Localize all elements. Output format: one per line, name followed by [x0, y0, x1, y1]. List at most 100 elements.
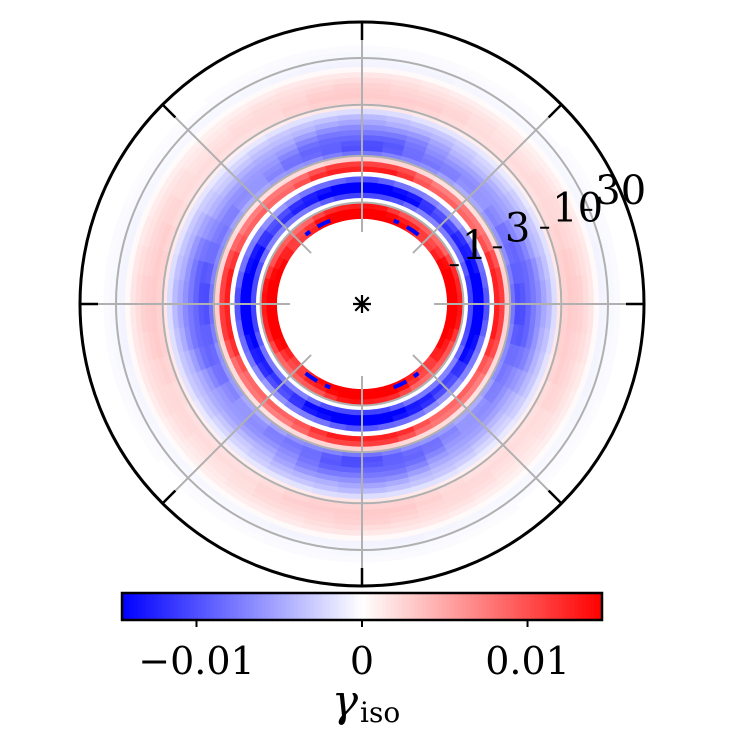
colorbar-segment — [486, 593, 491, 620]
heat-cell — [585, 241, 598, 274]
heat-cell — [162, 355, 178, 385]
heat-cell — [362, 549, 397, 558]
heat-cell — [540, 381, 558, 410]
heat-cell — [483, 379, 501, 401]
heat-cell — [436, 368, 452, 384]
heat-cell — [166, 304, 174, 331]
colorbar-segment — [594, 593, 599, 620]
heat-cell — [201, 460, 229, 486]
heat-cell — [403, 195, 421, 208]
heat-cell — [361, 207, 375, 215]
heat-cell — [580, 332, 593, 365]
heat-cell — [181, 103, 212, 131]
heat-cell — [570, 213, 587, 246]
heat-cell — [231, 400, 251, 421]
heat-cell — [132, 363, 149, 397]
heat-cell — [192, 115, 221, 142]
heat-cell — [263, 265, 274, 280]
heat-cell — [383, 125, 409, 136]
heat-cell — [185, 208, 203, 235]
heat-cell — [451, 445, 476, 465]
heat-cell — [157, 223, 173, 252]
radial-tick-label: 3 — [505, 205, 530, 251]
colorbar: −0.01 0 0.01 γ iso — [120, 591, 604, 729]
heat-cell — [288, 120, 315, 134]
colorbar-segment — [550, 593, 555, 620]
heat-cell — [461, 419, 483, 439]
heat-cell — [295, 548, 331, 561]
heat-cell — [206, 84, 239, 109]
heat-cell — [207, 500, 240, 525]
heat-cell — [575, 243, 588, 276]
heat-cell — [155, 159, 179, 190]
heat-cell — [248, 177, 269, 197]
heat-cell — [299, 216, 315, 229]
heat-cell — [499, 264, 510, 286]
colorbar-segment — [154, 593, 159, 620]
heat-cell — [437, 113, 466, 131]
heat-cell — [341, 455, 363, 464]
heat-cell — [277, 445, 301, 461]
heat-cell — [138, 430, 163, 463]
heat-cell — [319, 401, 336, 413]
heat-cell — [360, 61, 394, 70]
heat-cell — [325, 167, 345, 177]
heat-cell — [362, 440, 382, 448]
heat-cell — [509, 261, 520, 285]
colorbar-segment — [126, 593, 131, 620]
heat-cell — [482, 303, 490, 321]
heat-cell — [317, 135, 341, 147]
heat-cell — [416, 498, 447, 514]
heat-cell — [234, 427, 257, 448]
heat-cell — [525, 325, 536, 350]
heat-cell — [243, 198, 262, 218]
colorbar-label: γ — [332, 676, 359, 727]
heat-cell — [239, 304, 247, 321]
heat-cell — [298, 409, 317, 423]
heat-cell — [193, 260, 204, 284]
heat-cell — [271, 390, 289, 406]
heat-cell — [511, 183, 532, 210]
heat-cell — [223, 304, 232, 323]
heat-cell — [342, 160, 362, 168]
heat-cell — [486, 135, 512, 159]
heat-cell — [491, 200, 509, 223]
heat-cell — [448, 185, 468, 204]
colorbar-segment — [402, 593, 407, 620]
heat-cell — [404, 454, 428, 468]
heat-cell — [231, 65, 266, 86]
heat-cell — [551, 221, 567, 251]
heat-cell — [285, 358, 299, 373]
heat-cell — [503, 218, 519, 242]
heat-cell — [379, 161, 400, 172]
heat-cell — [300, 150, 323, 163]
heat-cell — [565, 215, 582, 247]
heat-cell — [414, 422, 435, 437]
heat-cell — [160, 124, 187, 155]
heat-cell — [251, 491, 281, 510]
heat-cell — [258, 477, 287, 495]
heat-cell — [183, 326, 195, 352]
heat-cell — [249, 98, 280, 118]
heat-cell — [209, 221, 225, 245]
heat-cell — [297, 186, 316, 199]
heat-cell — [161, 454, 189, 485]
colorbar-segment — [398, 593, 403, 620]
heat-cell — [454, 205, 472, 224]
heat-cell — [203, 241, 216, 264]
heat-cell — [508, 395, 528, 420]
heat-cell — [231, 430, 254, 452]
colorbar-segment — [354, 593, 359, 620]
heat-cell — [264, 468, 291, 486]
heat-cell — [504, 392, 523, 417]
heat-cell — [349, 213, 362, 220]
heat-cell — [282, 215, 298, 230]
heat-cell — [333, 97, 362, 106]
heat-cell — [320, 451, 343, 462]
heat-cell — [315, 411, 333, 423]
heat-cell — [137, 215, 153, 247]
heat-cell — [300, 404, 319, 418]
heat-cell — [279, 498, 309, 514]
heat-cell — [400, 440, 422, 453]
heat-cell — [540, 253, 551, 280]
